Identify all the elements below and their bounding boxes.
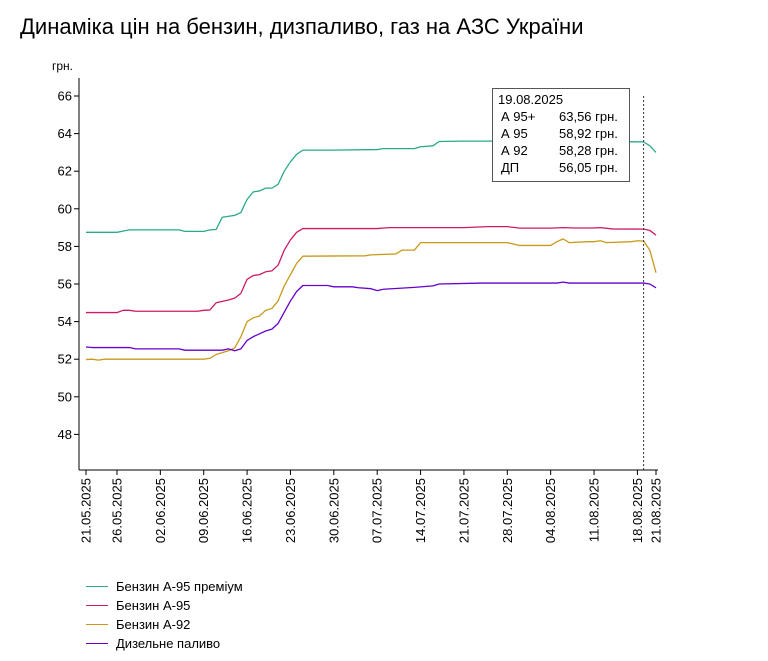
series-line-3	[85, 281, 657, 352]
y-tick-label: 50	[58, 389, 72, 404]
legend-label: Бензин А-95 преміум	[116, 579, 243, 594]
x-tick-label: 18.08.2025	[630, 478, 645, 543]
x-tick-label: 09.06.2025	[196, 478, 211, 543]
x-tick-label: 16.06.2025	[240, 478, 255, 543]
tooltip-row: А 92 58,28 грн.	[498, 143, 629, 160]
y-tick-label: 58	[58, 239, 72, 254]
y-tick-label: 54	[58, 314, 72, 329]
legend-item-a95[interactable]: Бензин А-95	[86, 596, 243, 615]
tooltip-date: 19.08.2025	[498, 92, 564, 107]
x-tick-label: 21.08.2025	[649, 478, 664, 543]
chart-legend: Бензин А-95 преміум Бензин А-95 Бензин А…	[86, 577, 243, 653]
tooltip-label: А 95	[501, 126, 528, 141]
tooltip-row: А 95+ 63,56 грн.	[498, 109, 629, 126]
x-tick-label: 07.07.2025	[370, 478, 385, 543]
series-line-2	[85, 238, 657, 361]
x-tick-label: 04.08.2025	[543, 478, 558, 543]
x-tick-label: 26.05.2025	[109, 478, 124, 543]
legend-swatch	[86, 605, 108, 606]
chart-title: Динаміка цін на бензин, дизпаливо, газ н…	[20, 14, 584, 39]
series-line-1	[86, 226, 657, 314]
x-tick-label: 02.06.2025	[153, 478, 168, 543]
tooltip-label: А 95+	[501, 109, 536, 124]
legend-item-diesel[interactable]: Дизельне паливо	[86, 634, 243, 653]
legend-swatch	[86, 624, 108, 625]
tooltip-label: ДП	[501, 160, 520, 175]
x-tick-label: 23.06.2025	[283, 478, 298, 543]
x-tick-label: 30.06.2025	[326, 478, 341, 543]
x-tick-label: 21.05.2025	[79, 478, 94, 543]
legend-swatch	[86, 643, 108, 644]
series-line-0	[86, 140, 657, 233]
y-tick-label: 64	[58, 126, 72, 141]
y-tick-label: 60	[58, 201, 72, 216]
y-tick-label: 48	[58, 427, 72, 442]
legend-label: Дизельне паливо	[116, 636, 221, 651]
x-tick-label: 14.07.2025	[413, 478, 428, 543]
legend-label: Бензин А-95	[116, 598, 191, 613]
chart-axes: грн. 66 64 62 60 58 56 54 52 50 48 21.05.2025 26.05.…	[52, 59, 664, 543]
tooltip-label: А 92	[501, 143, 528, 158]
x-tick-label: 28.07.2025	[500, 478, 515, 543]
tooltip-row: А 95 58,92 грн.	[498, 126, 629, 143]
tooltip-value: 63,56 грн.	[559, 109, 618, 124]
tooltip-value: 58,92 грн.	[559, 126, 618, 141]
tooltip-row: ДП 56,05 грн.	[498, 160, 629, 177]
y-tick-label: 66	[58, 89, 72, 104]
series-layer	[85, 140, 657, 361]
y-axis-unit-label: грн.	[52, 59, 73, 73]
legend-item-a95-premium[interactable]: Бензин А-95 преміум	[86, 577, 243, 596]
legend-swatch	[86, 586, 108, 587]
x-tick-label: 21.07.2025	[456, 478, 471, 543]
y-tick-label: 56	[58, 277, 72, 292]
legend-item-a92[interactable]: Бензин А-92	[86, 615, 243, 634]
tooltip-value: 56,05 грн.	[559, 160, 618, 175]
legend-label: Бензин А-92	[116, 617, 191, 632]
y-tick-label: 52	[58, 352, 72, 367]
tooltip-value: 58,28 грн.	[559, 143, 618, 158]
chart-tooltip: 19.08.2025 А 95+ 63,56 грн. А 95 58,92 г…	[492, 88, 630, 182]
y-tick-label: 62	[58, 164, 72, 179]
x-tick-label: 11.08.2025	[587, 478, 602, 542]
